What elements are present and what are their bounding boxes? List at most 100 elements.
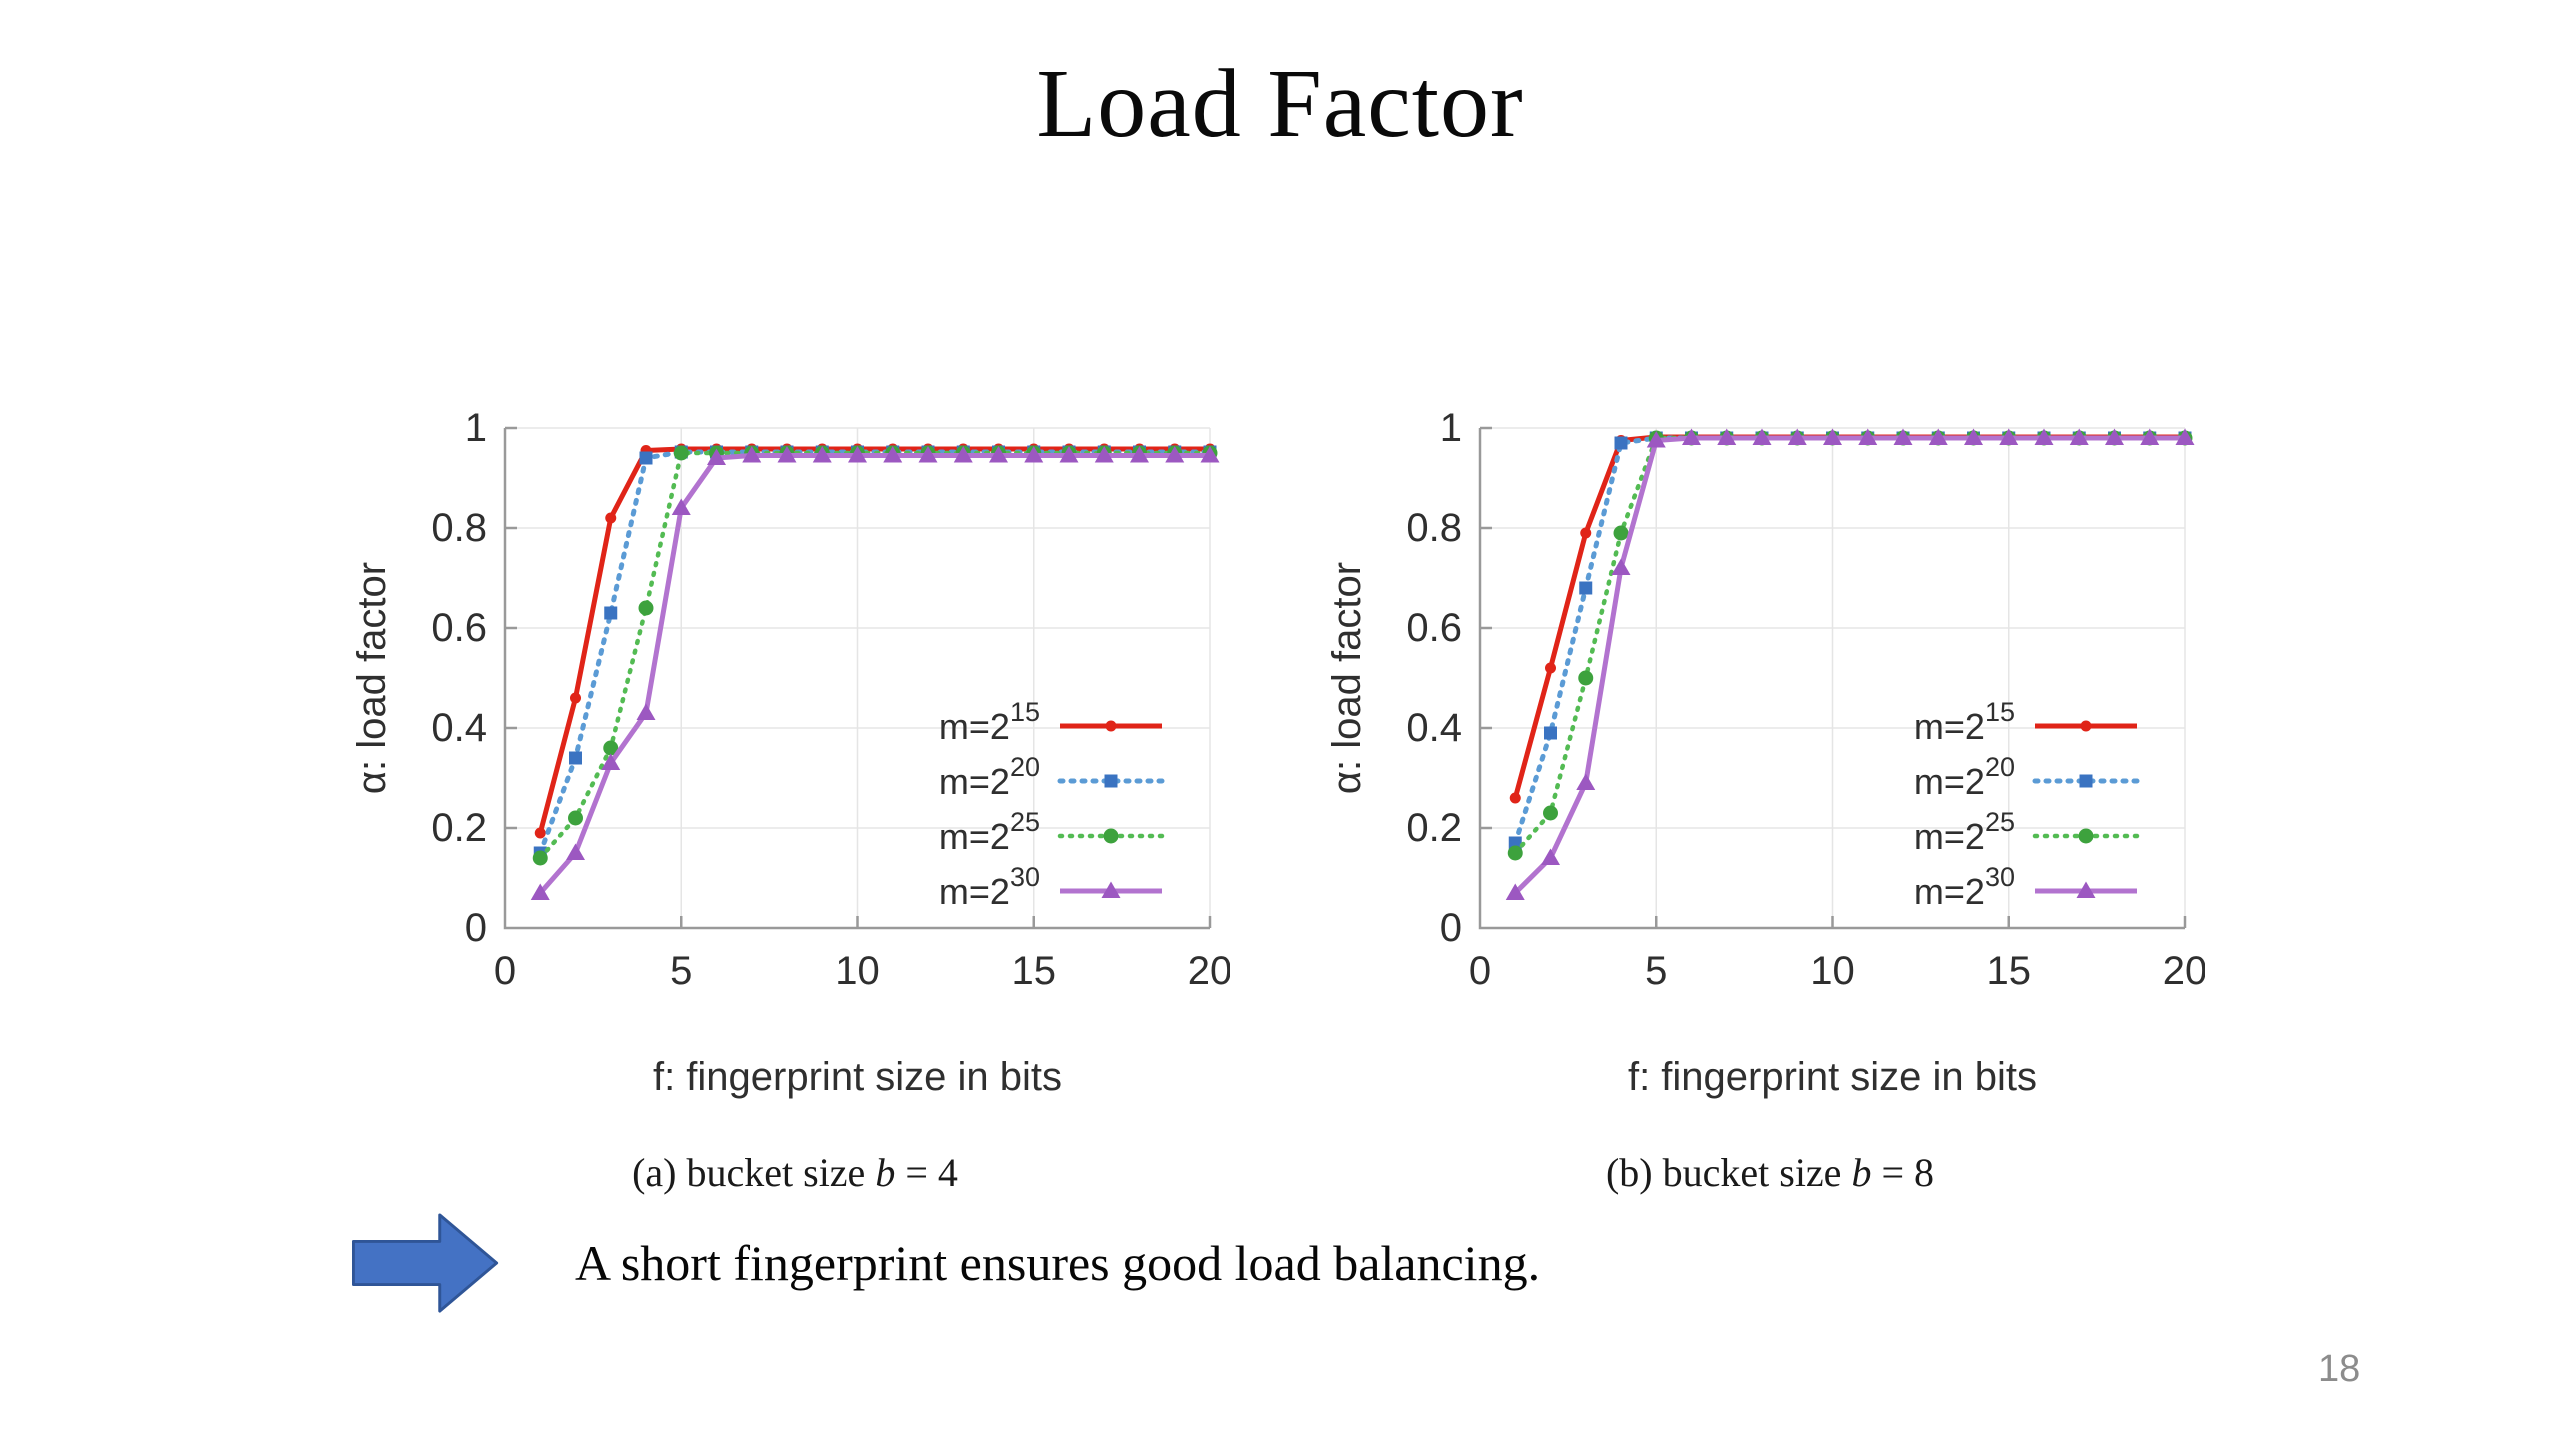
series-triangle-marker bbox=[1893, 428, 1913, 445]
series-circle-marker bbox=[1613, 525, 1629, 541]
y-tick-label: 0 bbox=[465, 906, 487, 950]
x-tick-label: 0 bbox=[1469, 949, 1491, 993]
x-tick-label: 5 bbox=[670, 949, 692, 993]
series-triangle-marker bbox=[566, 843, 585, 860]
series-triangle-marker bbox=[812, 446, 832, 463]
series-m-2-30 bbox=[530, 446, 1220, 900]
page-number: 18 bbox=[2318, 1348, 2361, 1390]
series-triangle-marker bbox=[777, 446, 797, 463]
series-triangle-marker bbox=[742, 446, 762, 463]
series-circle-marker bbox=[603, 740, 619, 756]
y-tick-label: 0.8 bbox=[431, 506, 487, 550]
series-dot-marker bbox=[570, 692, 581, 704]
chart-bucket-size-4: 0 0.2 0.4 0.6 0.8 1 0 5 10 15 20 m=215 m=220 m=225 m=2… bbox=[330, 398, 1232, 1198]
axes bbox=[1478, 426, 2187, 930]
series-square-marker bbox=[1544, 726, 1557, 740]
y-tick-label: 0 bbox=[1440, 906, 1462, 950]
legend-marker bbox=[2080, 720, 2092, 732]
arrow-icon bbox=[351, 1211, 500, 1315]
series-m-2-30 bbox=[1505, 428, 2195, 900]
series-triangle-marker bbox=[1200, 446, 1220, 463]
series-square-marker bbox=[604, 606, 618, 620]
series-circle-marker bbox=[673, 445, 689, 461]
takeaway-row: A short fingerprint ensures good load ba… bbox=[351, 1210, 1541, 1316]
series-triangle-marker bbox=[1928, 428, 1948, 445]
series-triangle-marker bbox=[2069, 428, 2089, 445]
series-dot-marker bbox=[534, 827, 546, 839]
legend-label: m=220 bbox=[1914, 752, 2015, 802]
x-tick-label: 20 bbox=[1188, 949, 1230, 993]
x-tick-label: 15 bbox=[1012, 949, 1057, 993]
x-axis-title: f: fingerprint size in bits bbox=[1628, 1055, 2037, 1099]
series-triangle-marker bbox=[883, 446, 903, 463]
series-triangle-marker bbox=[671, 498, 691, 515]
series-triangle-marker bbox=[530, 883, 550, 900]
series-triangle-marker bbox=[1505, 883, 1525, 900]
series-circle-marker bbox=[568, 810, 583, 826]
series-m-2-25 bbox=[532, 445, 1218, 866]
series-square-marker bbox=[1579, 581, 1593, 595]
legend-marker bbox=[1101, 881, 1121, 898]
series-triangle-marker bbox=[1823, 428, 1842, 445]
axes bbox=[503, 426, 1212, 930]
chart-caption: (a) bucket size b = 4 bbox=[632, 1150, 958, 1195]
series-triangle-marker bbox=[848, 446, 867, 463]
y-tick-label: 1 bbox=[465, 406, 487, 450]
series-triangle-marker bbox=[1094, 446, 1114, 463]
page-title: Load Factor bbox=[1036, 50, 1524, 158]
chart-1-svg: 00.20.40.60.810 5 10 15 20m=215m=220m=225m=2… bbox=[1325, 406, 2207, 1195]
series-triangle-marker bbox=[1646, 431, 1666, 448]
x-axis-title: f: fingerprint size in bits bbox=[653, 1055, 1062, 1099]
series-dot-marker bbox=[605, 512, 617, 524]
legend-label: m=230 bbox=[939, 862, 1040, 912]
series-triangle-marker bbox=[601, 753, 621, 770]
series-triangle-marker bbox=[2105, 428, 2124, 445]
series-triangle-marker bbox=[1541, 848, 1560, 865]
chart-caption: (b) bucket size b = 8 bbox=[1606, 1150, 1934, 1195]
series-circle-marker bbox=[532, 850, 548, 866]
y-tick-label: 0.4 bbox=[431, 706, 487, 750]
series-triangle-marker bbox=[1682, 428, 1701, 445]
series-triangle-marker bbox=[707, 448, 726, 465]
legend-marker bbox=[1104, 774, 1118, 788]
series-triangle-marker bbox=[1576, 773, 1596, 790]
series-triangle-marker bbox=[1059, 446, 1079, 463]
y-axis-title: α: load factor bbox=[1325, 562, 1369, 794]
series-triangle-marker bbox=[636, 703, 656, 720]
series-triangle-marker bbox=[2034, 428, 2054, 445]
y-tick-label: 1 bbox=[1440, 406, 1462, 450]
legend-label: m=230 bbox=[1914, 862, 2015, 912]
series-circle-marker bbox=[1578, 670, 1594, 686]
series-square-marker bbox=[639, 451, 653, 465]
series-triangle-marker bbox=[1717, 428, 1737, 445]
legend-marker bbox=[2079, 774, 2093, 788]
legend-label: m=225 bbox=[1914, 807, 2015, 857]
series-triangle-marker bbox=[1165, 446, 1185, 463]
series-dot-marker bbox=[1545, 662, 1556, 674]
series-circle-marker bbox=[1507, 845, 1523, 861]
series-circle-marker bbox=[1543, 805, 1558, 821]
series-square-marker bbox=[569, 751, 582, 765]
chart-0-svg: 00.20.40.60.810 5 10 15 20m=215m=220m=225m=2… bbox=[350, 406, 1232, 1195]
x-tick-label: 10 bbox=[835, 949, 880, 993]
x-tick-label: 20 bbox=[2163, 949, 2205, 993]
legend-label: m=225 bbox=[939, 807, 1040, 857]
series-triangle-marker bbox=[1752, 428, 1772, 445]
legend-marker bbox=[2076, 881, 2096, 898]
x-tick-label: 5 bbox=[1645, 949, 1667, 993]
y-tick-label: 0.2 bbox=[431, 806, 487, 850]
series-dot-marker bbox=[1509, 792, 1521, 804]
series-triangle-marker bbox=[1964, 428, 1983, 445]
series-square-marker bbox=[1614, 436, 1628, 450]
series-triangle-marker bbox=[918, 446, 938, 463]
x-tick-label: 10 bbox=[1810, 949, 1855, 993]
legend-marker bbox=[1105, 720, 1117, 732]
series-triangle-marker bbox=[2175, 428, 2195, 445]
takeaway-text: A short fingerprint ensures good load ba… bbox=[575, 1235, 1541, 1291]
x-tick-label: 0 bbox=[494, 949, 516, 993]
y-axis-title: α: load factor bbox=[350, 562, 394, 794]
series-triangle-marker bbox=[989, 446, 1008, 463]
x-tick-label: 15 bbox=[1987, 949, 2032, 993]
